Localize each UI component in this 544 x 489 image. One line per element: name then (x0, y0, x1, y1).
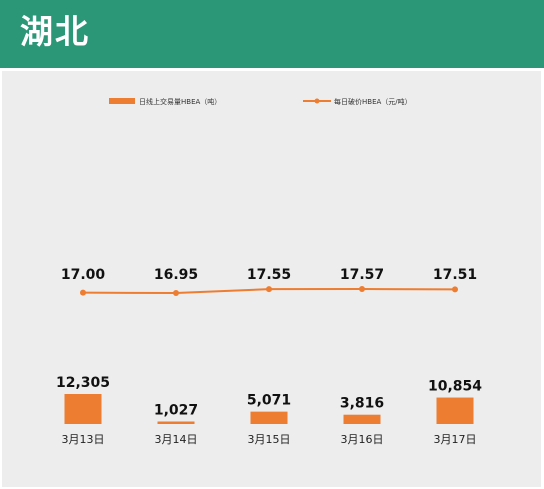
bar (343, 414, 381, 424)
bar (64, 394, 102, 424)
line-value-label: 17.55 (247, 267, 291, 283)
category-label: 3月17日 (434, 433, 477, 446)
legend-bar-swatch (109, 98, 135, 104)
header-bar: 湖北 (0, 0, 544, 68)
line-point (173, 290, 179, 296)
legend-bar-label: 日线上交易量HBEA（吨） (139, 97, 221, 106)
line-point (359, 286, 365, 292)
category-label: 3月16日 (341, 433, 384, 446)
page-title: 湖北 (20, 12, 90, 51)
chart-marks: 12,305 1,027 5,071 3,816 10,854 17.00 16.95 17.… (56, 267, 482, 446)
category-label: 3月13日 (62, 433, 105, 446)
line-point (266, 286, 272, 293)
legend-line-label: 每日破价HBEA（元/吨） (334, 97, 412, 106)
category-label: 3月15日 (248, 433, 291, 446)
bar (157, 421, 195, 424)
category-label: 3月14日 (155, 433, 198, 446)
bar (436, 397, 474, 424)
line-value-label: 17.57 (340, 267, 384, 283)
line-value-label: 16.95 (154, 267, 198, 283)
bar-value-label: 3,816 (340, 396, 384, 412)
line-value-label: 17.00 (61, 267, 106, 283)
legend-line-marker (314, 98, 320, 104)
legend: 日线上交易量HBEA（吨） 每日破价HBEA（元/吨） (109, 97, 412, 106)
line-value-label: 17.51 (433, 267, 477, 283)
line-point (452, 286, 458, 293)
bar-value-label: 1,027 (154, 402, 198, 418)
bar-value-label: 12,305 (56, 375, 110, 391)
bar-value-label: 5,071 (247, 393, 291, 409)
line-point (80, 289, 86, 296)
bar-value-label: 10,854 (428, 379, 482, 395)
bar (250, 411, 288, 424)
